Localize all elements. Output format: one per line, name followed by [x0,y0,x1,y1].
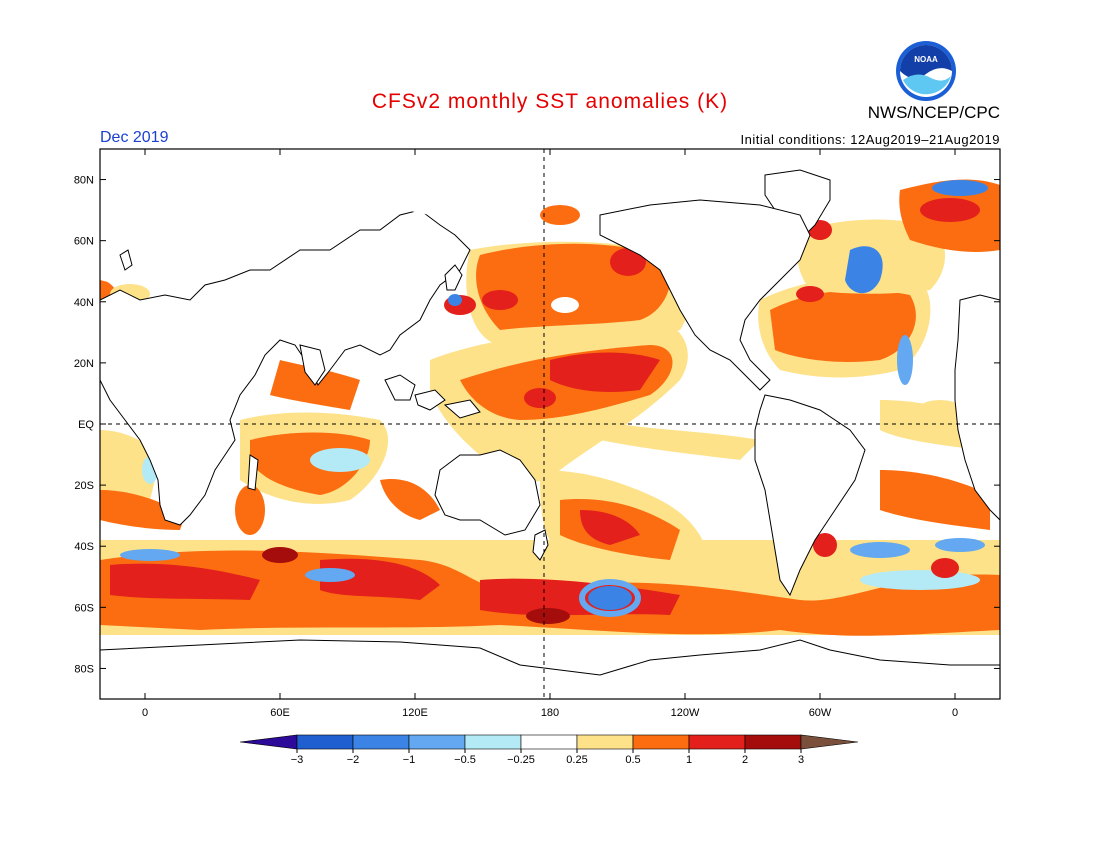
indian-ocean-anomalies [235,360,440,535]
lat-tick-label: 80N [74,175,94,187]
svg-text:NOAA: NOAA [914,55,938,64]
colorbar-swatch [744,734,802,750]
lat-tick-label: 20N [74,358,94,370]
atlantic-anomalies [758,219,990,530]
forecast-month: Dec 2019 [100,129,169,146]
lon-tick-label: 180 [541,707,559,719]
colorbar-swatch [296,734,354,750]
noaa-logo-icon: NOAA [896,41,956,101]
anomaly-field [100,149,1000,699]
southern-ocean-anomalies [100,533,1000,636]
lat-tick-label: EQ [78,419,94,431]
lon-tick-label: 0 [142,707,148,719]
lon-tick-label: 60E [270,707,290,719]
colorbar-swatch [352,734,410,750]
colorbar-label: 0.5 [625,754,640,766]
colorbar-label: −0.5 [454,754,476,766]
colorbar-high-arrow [800,734,859,750]
colorbar-swatch [520,734,578,750]
colorbar-swatch [576,734,634,750]
chart-title: CFSv2 monthly SST anomalies (K) [371,90,729,113]
lat-tick-label: 20S [74,480,94,492]
pacific-anomalies [430,205,760,580]
colorbar-label: 1 [686,754,692,766]
colorbar-swatch [688,734,746,750]
lon-tick-label: 60W [809,707,832,719]
lat-tick-label: 80S [74,663,94,675]
lon-tick-label: 0 [952,707,958,719]
lon-tick-label: 120W [671,707,700,719]
colorbar-swatch [464,734,522,750]
colorbar-label: 3 [798,754,804,766]
lat-tick-label: 60N [74,236,94,248]
lon-tick-label: 120E [402,707,428,719]
longitude-axis: 0 60E 120E 180 120W 60W 0 [142,149,958,719]
colorbar-swatch [408,734,466,750]
colorbar-label: 0.25 [566,754,587,766]
lat-tick-label: 40N [74,297,94,309]
latitude-axis: 80N 60N 40N 20N EQ 20S 40S 60S 80S [74,175,1000,675]
colorbar-label: 2 [742,754,748,766]
lat-tick-label: 40S [74,541,94,553]
continents [100,169,1000,699]
colorbar-swatch [632,734,690,750]
initial-conditions: Initial conditions: 12Aug2019–21Aug2019 [740,132,1000,147]
colorbar: −3 −2 −1 −0.5 −0.25 0.25 0.5 1 2 3 [239,734,859,766]
colorbar-label: −1 [403,754,416,766]
colorbar-label: −3 [291,754,304,766]
lat-tick-label: 60S [74,602,94,614]
colorbar-label: −0.25 [507,754,535,766]
agency-label: NWS/NCEP/CPC [867,103,1000,122]
colorbar-label: −2 [347,754,360,766]
south-atlantic-anomalies [100,430,185,530]
colorbar-low-arrow [239,734,298,750]
